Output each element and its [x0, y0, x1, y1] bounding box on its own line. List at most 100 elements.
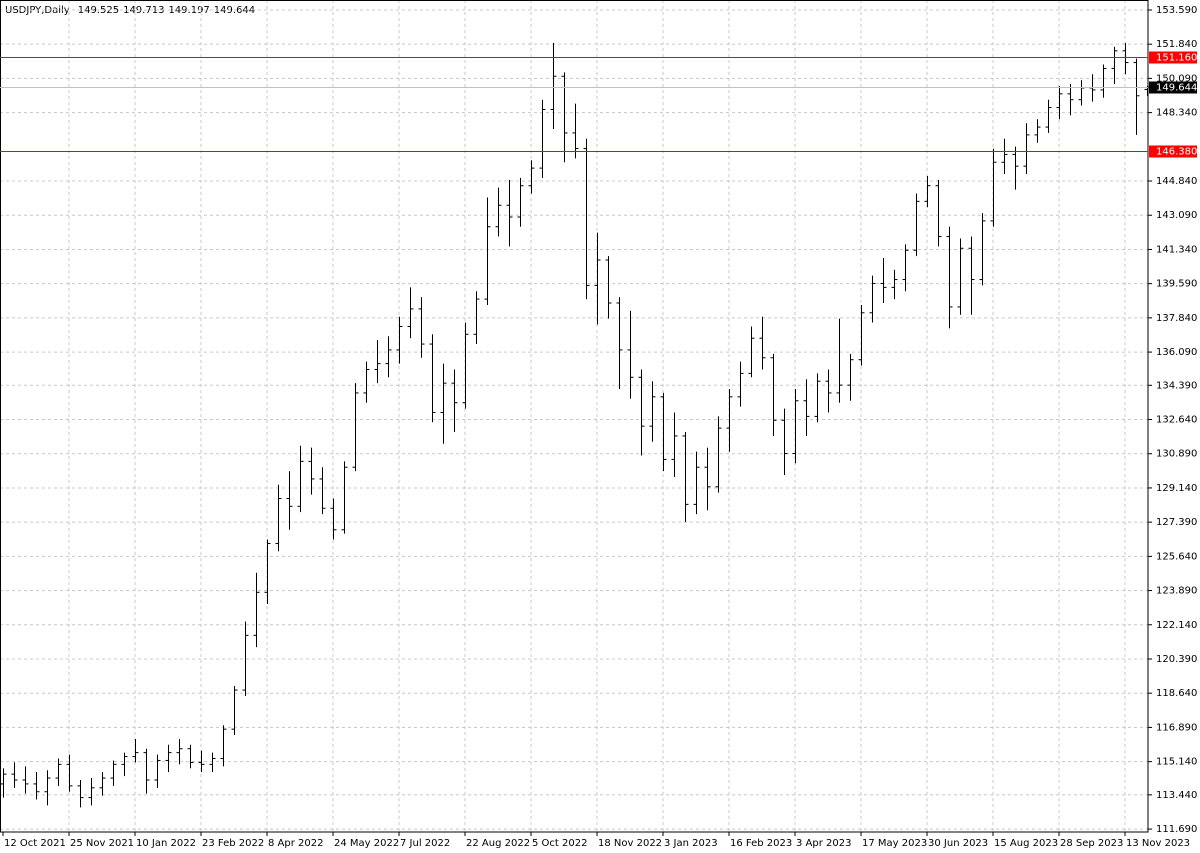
ohlc-bar [737, 361, 744, 407]
ohlc-bar [110, 760, 117, 786]
ohlc-bar [1012, 146, 1019, 190]
ohlc-bar [704, 447, 711, 511]
ohlc-bar [1023, 123, 1030, 174]
ohlc-bar [231, 686, 238, 736]
ohlc-bar [396, 316, 403, 364]
level-label-box [1149, 145, 1197, 158]
x-tick-label: 28 Sep 2023 [1060, 838, 1123, 849]
y-tick-label: 125.640 [1156, 551, 1197, 562]
ohlc-bar [99, 772, 106, 796]
ohlc-bar [616, 297, 623, 390]
y-tick-label: 141.340 [1156, 244, 1197, 255]
ohlc-bar [671, 412, 678, 477]
x-tick-label: 25 Nov 2021 [70, 838, 134, 849]
ohlc-bar [682, 432, 689, 522]
x-tick-label: 15 Aug 2023 [994, 838, 1058, 849]
ohlc-bar [220, 725, 227, 767]
ohlc-bar [979, 213, 986, 286]
ohlc-bar [66, 754, 73, 792]
ohlc-bar [1133, 58, 1140, 135]
x-tick-label: 10 Jan 2022 [136, 838, 196, 849]
ohlc-bar [902, 244, 909, 292]
ohlc-bar [781, 408, 788, 476]
ohlc-bar [539, 99, 546, 178]
x-tick-label: 23 Feb 2022 [202, 838, 264, 849]
y-tick-label: 122.140 [1156, 620, 1197, 631]
ohlc-bar [814, 373, 821, 423]
ohlc-bar [583, 138, 590, 300]
ohlc-bar [407, 287, 414, 339]
ohlc-bar [1001, 138, 1008, 174]
y-tick-label: 113.440 [1156, 790, 1197, 801]
ohlc-bar [759, 316, 766, 370]
level-label: 149.644 [1156, 83, 1197, 94]
x-tick-label: 16 Feb 2023 [730, 838, 792, 849]
ohlc-bar [891, 269, 898, 300]
ohlc-bar [264, 539, 271, 605]
y-tick-label: 134.390 [1156, 380, 1197, 391]
x-tick-label: 13 Nov 2023 [1126, 838, 1190, 849]
ohlc-bar [990, 148, 997, 227]
x-tick-label: 24 May 2022 [334, 838, 399, 849]
y-tick-label: 127.390 [1156, 517, 1197, 528]
ohlc-bar [176, 738, 183, 765]
y-tick-label: 144.840 [1156, 176, 1197, 187]
x-tick-label: 30 Jun 2023 [928, 838, 988, 849]
ohlc-bar [726, 389, 733, 452]
x-tick-label: 7 Jul 2022 [400, 838, 450, 849]
y-tick-label: 118.640 [1156, 688, 1197, 699]
header-value: 149.644 [214, 5, 255, 16]
ohlc-bar [275, 484, 282, 552]
ohlc-bar [253, 572, 260, 648]
y-tick-label: 129.140 [1156, 483, 1197, 494]
ohlc-bar [1111, 46, 1118, 85]
y-tick-label: 139.590 [1156, 279, 1197, 290]
ohlc-bar [1034, 119, 1041, 143]
y-tick-label: 130.890 [1156, 449, 1197, 460]
y-tick-label: 111.690 [1156, 824, 1197, 835]
level-label: 151.160 [1156, 53, 1197, 64]
ohlc-bar [572, 103, 579, 159]
ohlc-bar [198, 750, 205, 773]
ohlc-bar [418, 297, 425, 358]
x-tick-label: 12 Oct 2021 [4, 838, 66, 849]
ohlc-bar [341, 461, 348, 534]
ohlc-bar [473, 291, 480, 345]
ohlc-bar [935, 179, 942, 247]
ohlc-bar [242, 621, 249, 696]
ohlc-bar [594, 232, 601, 325]
ohlc-bar [330, 498, 337, 540]
y-tick-label: 120.390 [1156, 654, 1197, 665]
y-tick-label: 151.840 [1156, 39, 1197, 50]
ohlc-bar [517, 177, 524, 227]
y-tick-label: 123.890 [1156, 586, 1197, 597]
header-value: 149.525 [78, 5, 119, 16]
ohlc-bar [352, 383, 359, 472]
ohlc-bar [1056, 86, 1063, 120]
ohlc-bar [363, 361, 370, 403]
ohlc-bar [693, 451, 700, 515]
chart-title: USDJPY,Daily [5, 5, 70, 16]
level-label: 146.380 [1156, 147, 1197, 158]
ohlc-bar [924, 175, 931, 208]
ohlc-bar [297, 445, 304, 513]
ohlc-bar [836, 318, 843, 403]
ohlc-bar [308, 447, 315, 495]
header-value: 149.197 [168, 5, 209, 16]
x-tick-label: 3 Jan 2023 [664, 838, 718, 849]
ohlc-bar [748, 326, 755, 378]
ohlc-bar [44, 770, 51, 806]
ohlc-bar [154, 754, 161, 788]
ohlc-bar [638, 369, 645, 456]
level-label-box [1149, 51, 1197, 64]
ohlc-bar [11, 762, 18, 788]
ohlc-bar [319, 467, 326, 515]
y-tick-label: 143.090 [1156, 210, 1197, 221]
y-tick-label: 116.890 [1156, 722, 1197, 733]
ohlc-bar [374, 340, 381, 384]
ohlc-bar [803, 379, 810, 436]
x-tick-label: 18 Nov 2022 [598, 838, 662, 849]
ohlc-bar [1100, 64, 1107, 98]
